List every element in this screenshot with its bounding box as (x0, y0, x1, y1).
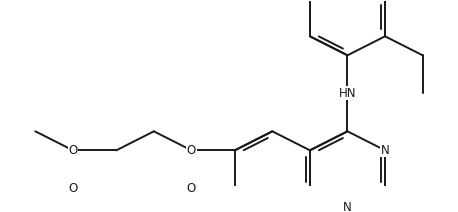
Text: N: N (343, 201, 352, 212)
Text: O: O (187, 144, 196, 157)
Text: O: O (187, 182, 196, 195)
Text: HN: HN (339, 87, 356, 100)
Text: N: N (381, 144, 389, 157)
Text: O: O (68, 182, 77, 195)
Text: O: O (68, 144, 77, 157)
